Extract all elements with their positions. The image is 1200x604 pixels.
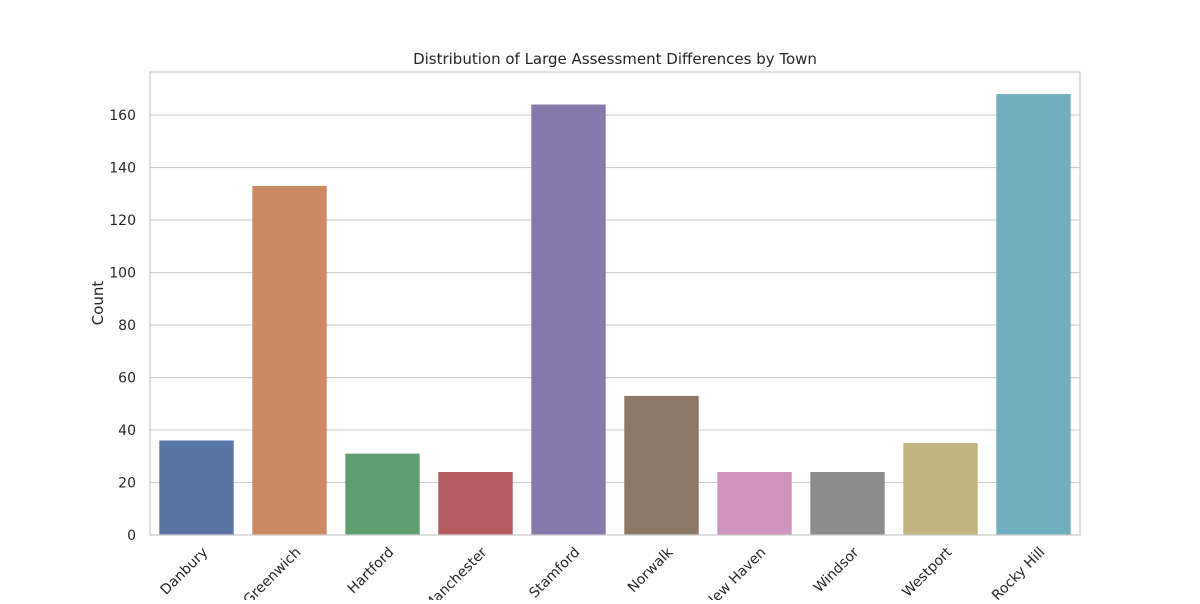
bar-norwalk — [624, 395, 699, 535]
bar-danbury — [159, 440, 234, 535]
bar-new-haven — [717, 472, 792, 535]
plot-frame — [149, 71, 1081, 536]
y-tick-label: 40 — [118, 423, 136, 439]
y-tick-label: 60 — [118, 371, 136, 387]
x-tick-labels: Danbury Greenwich Hartford Manchester Stamfo… — [158, 544, 1049, 604]
y-tick-label: 20 — [118, 476, 136, 492]
bar-stamford — [531, 104, 606, 536]
bar-greenwich — [252, 185, 327, 535]
bar-manchester — [438, 472, 513, 535]
y-tick-label: 160 — [109, 108, 136, 124]
bar-windsor — [810, 472, 885, 535]
y-tick-label: 140 — [109, 161, 136, 177]
y-axis-title: Count — [89, 281, 107, 326]
x-tick-label: Manchester — [421, 544, 490, 600]
y-tick-label: 120 — [109, 213, 136, 229]
bar-hartford — [345, 453, 420, 535]
bar-rocky-hill — [996, 94, 1071, 536]
y-tick-label: 0 — [127, 528, 136, 544]
x-tick-label: Rocky Hill — [989, 545, 1048, 600]
y-tick-label: 100 — [109, 266, 136, 282]
x-tick-label: Westport — [899, 544, 955, 600]
x-tick-label: New Haven — [702, 545, 770, 600]
x-tick-label: Norwalk — [625, 544, 677, 596]
chart-title: Distribution of Large Assessment Differe… — [413, 50, 817, 68]
y-tick-label: 80 — [118, 318, 136, 334]
x-tick-label: Windsor — [811, 544, 863, 596]
x-tick-label: Stamford — [526, 545, 583, 600]
x-tick-label: Hartford — [345, 545, 398, 598]
x-tick-label: Danbury — [158, 545, 212, 599]
bars — [159, 94, 1071, 536]
y-tick-labels: 0 20 40 60 80 100 120 140 160 — [109, 108, 136, 544]
bar-westport — [903, 443, 978, 535]
x-tick-label: Greenwich — [240, 545, 304, 600]
